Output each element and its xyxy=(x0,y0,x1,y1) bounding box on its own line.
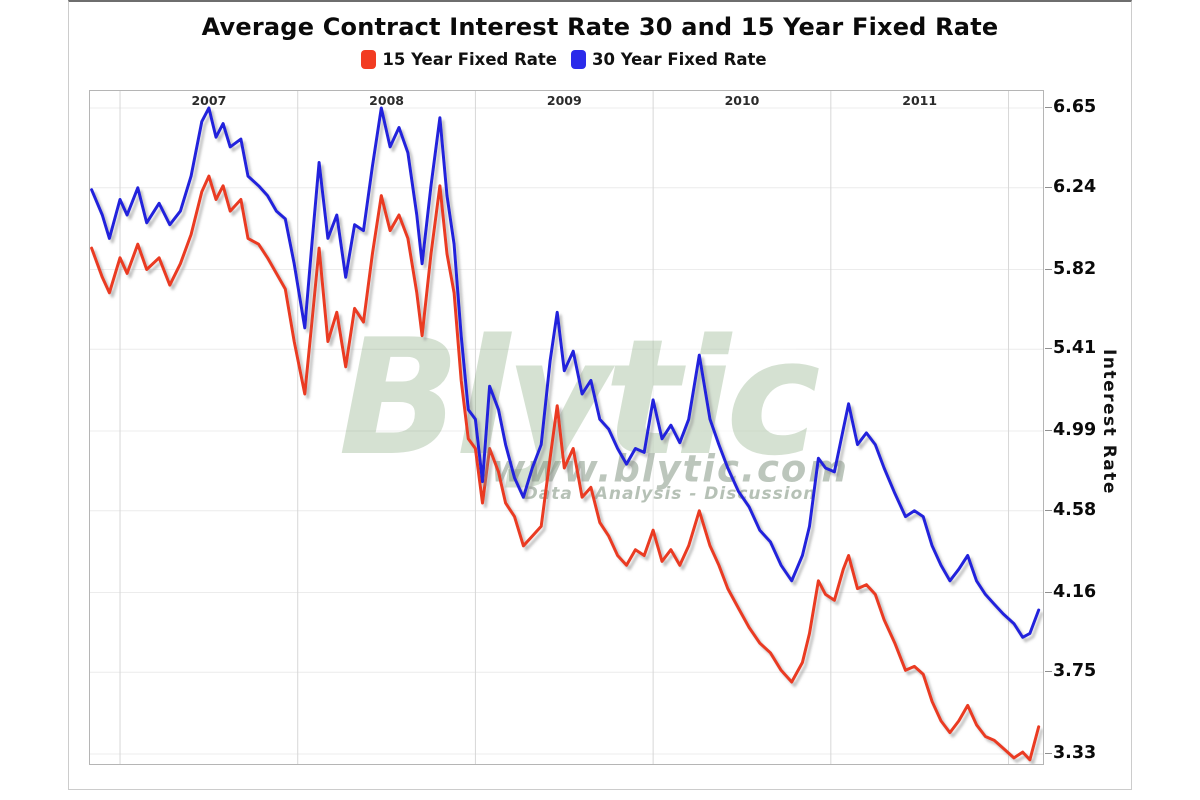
chart-card: Average Contract Interest Rate 30 and 15… xyxy=(68,0,1132,790)
y-tick-mark xyxy=(1045,509,1052,511)
watermark-brand: Blytic xyxy=(338,304,820,491)
legend-item-15-year: 15 Year Fixed Rate xyxy=(361,50,557,69)
y-tick-mark xyxy=(1045,107,1052,108)
y-tick-label: 4.16 xyxy=(1053,581,1097,602)
x-year-label: 2007 xyxy=(191,93,227,108)
y-tick-mark xyxy=(1045,268,1052,270)
chart-title: Average Contract Interest Rate 30 and 15… xyxy=(201,13,999,41)
chart-canvas xyxy=(90,106,1041,762)
y-tick-mark xyxy=(1045,430,1052,431)
legend-item-30-year: 30 Year Fixed Rate xyxy=(571,50,767,69)
x-year-label: 2010 xyxy=(724,93,760,108)
y-tick-label: 3.33 xyxy=(1053,743,1097,763)
x-year-label: 2009 xyxy=(546,93,582,108)
y-tick-label: 4.99 xyxy=(1053,420,1097,440)
legend-label-15-year: 15 Year Fixed Rate xyxy=(382,50,557,69)
series-line-30-year xyxy=(90,106,1041,639)
y-tick-label: 5.41 xyxy=(1053,338,1097,359)
legend-swatch-15-year-icon xyxy=(361,50,377,69)
y-tick-mark xyxy=(1045,671,1052,673)
watermark-glow xyxy=(510,261,850,591)
y-tick-mark xyxy=(1045,348,1052,350)
legend-label-30-year: 30 Year Fixed Rate xyxy=(592,50,767,69)
y-tick-mark xyxy=(1045,753,1052,754)
y-tick-mark xyxy=(1045,186,1052,188)
y-tick-label: 4.58 xyxy=(1053,499,1097,520)
y-tick-label: 3.75 xyxy=(1053,661,1097,682)
x-year-label: 2011 xyxy=(902,93,938,108)
legend-swatch-30-year-icon xyxy=(571,50,586,69)
series-line-15-year xyxy=(90,174,1041,762)
y-tick-mark xyxy=(1045,591,1052,593)
x-year-label: 2008 xyxy=(369,93,404,108)
y-tick-label: 6.65 xyxy=(1053,97,1097,117)
y-tick-label: 6.24 xyxy=(1053,176,1097,197)
y-axis-title: Interest Rate xyxy=(1099,349,1119,495)
plot-area: Blytic www.blytic.com Data - Analysis - … xyxy=(89,90,1044,765)
chart-legend: 15 Year Fixed Rate 30 Year Fixed Rate xyxy=(33,50,1095,69)
y-tick-label: 5.82 xyxy=(1053,258,1097,279)
